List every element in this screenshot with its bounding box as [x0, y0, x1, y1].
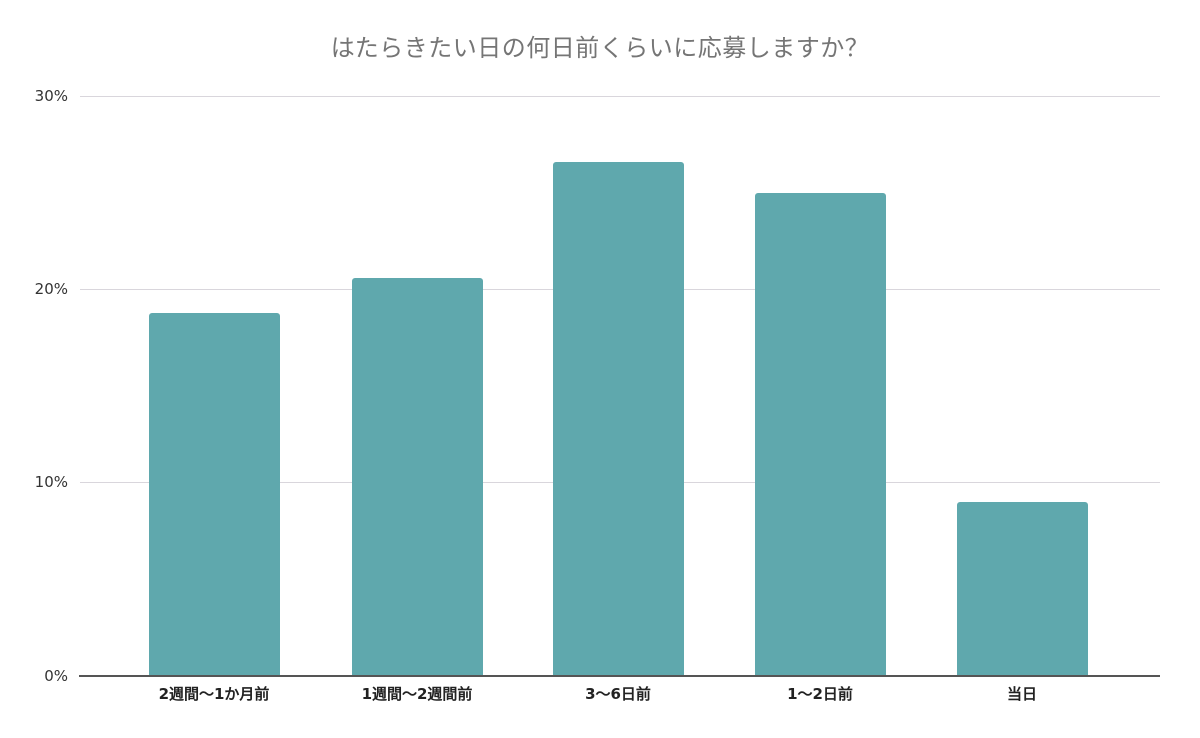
- x-tick-label: 1〜2日前: [787, 685, 853, 703]
- x-tick-label: 1週間〜2週間前: [361, 685, 473, 703]
- bar: [352, 278, 483, 676]
- bar: [755, 193, 886, 676]
- x-tick-label: 2週間〜1か月前: [158, 685, 270, 703]
- x-axis-line: [79, 675, 1160, 677]
- y-tick-label: 20%: [34, 280, 68, 298]
- x-tick-label: 当日: [1006, 685, 1037, 703]
- bar: [149, 313, 280, 676]
- x-tick-label: 3〜6日前: [585, 685, 651, 703]
- bar: [553, 162, 684, 676]
- bar: [957, 502, 1088, 676]
- gridline-30: [80, 96, 1160, 97]
- chart-title: はたらきたい日の何日前くらいに応募しますか？: [330, 34, 870, 62]
- y-tick-label: 10%: [34, 473, 68, 491]
- y-tick-label: 0%: [44, 667, 68, 685]
- y-tick-label: 30%: [34, 87, 68, 105]
